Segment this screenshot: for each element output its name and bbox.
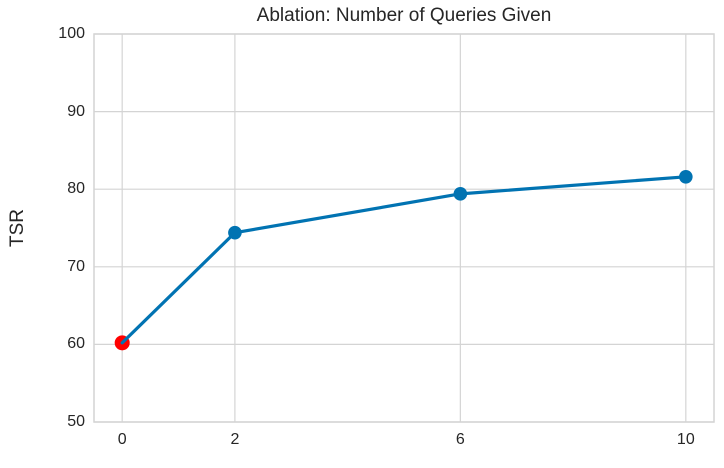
data-point [679,169,693,184]
x-tick-label: 6 [455,431,465,448]
data-point [228,225,242,240]
plot-frame [93,33,715,423]
x-tick-label: 0 [117,431,127,448]
x-tick-label: 10 [676,431,695,448]
y-tick-label: 50 [67,413,85,430]
y-tick-label: 100 [58,25,85,42]
y-tick-label: 80 [67,180,85,198]
y-tick-label: 90 [67,102,85,120]
chart-title: Ablation: Number of Queries Given [256,5,552,26]
data-point [453,187,468,201]
y-tick-label: 70 [67,257,85,275]
x-tick-label: 2 [230,431,240,448]
series-line [120,175,688,345]
y-tick-label: 60 [67,335,85,353]
